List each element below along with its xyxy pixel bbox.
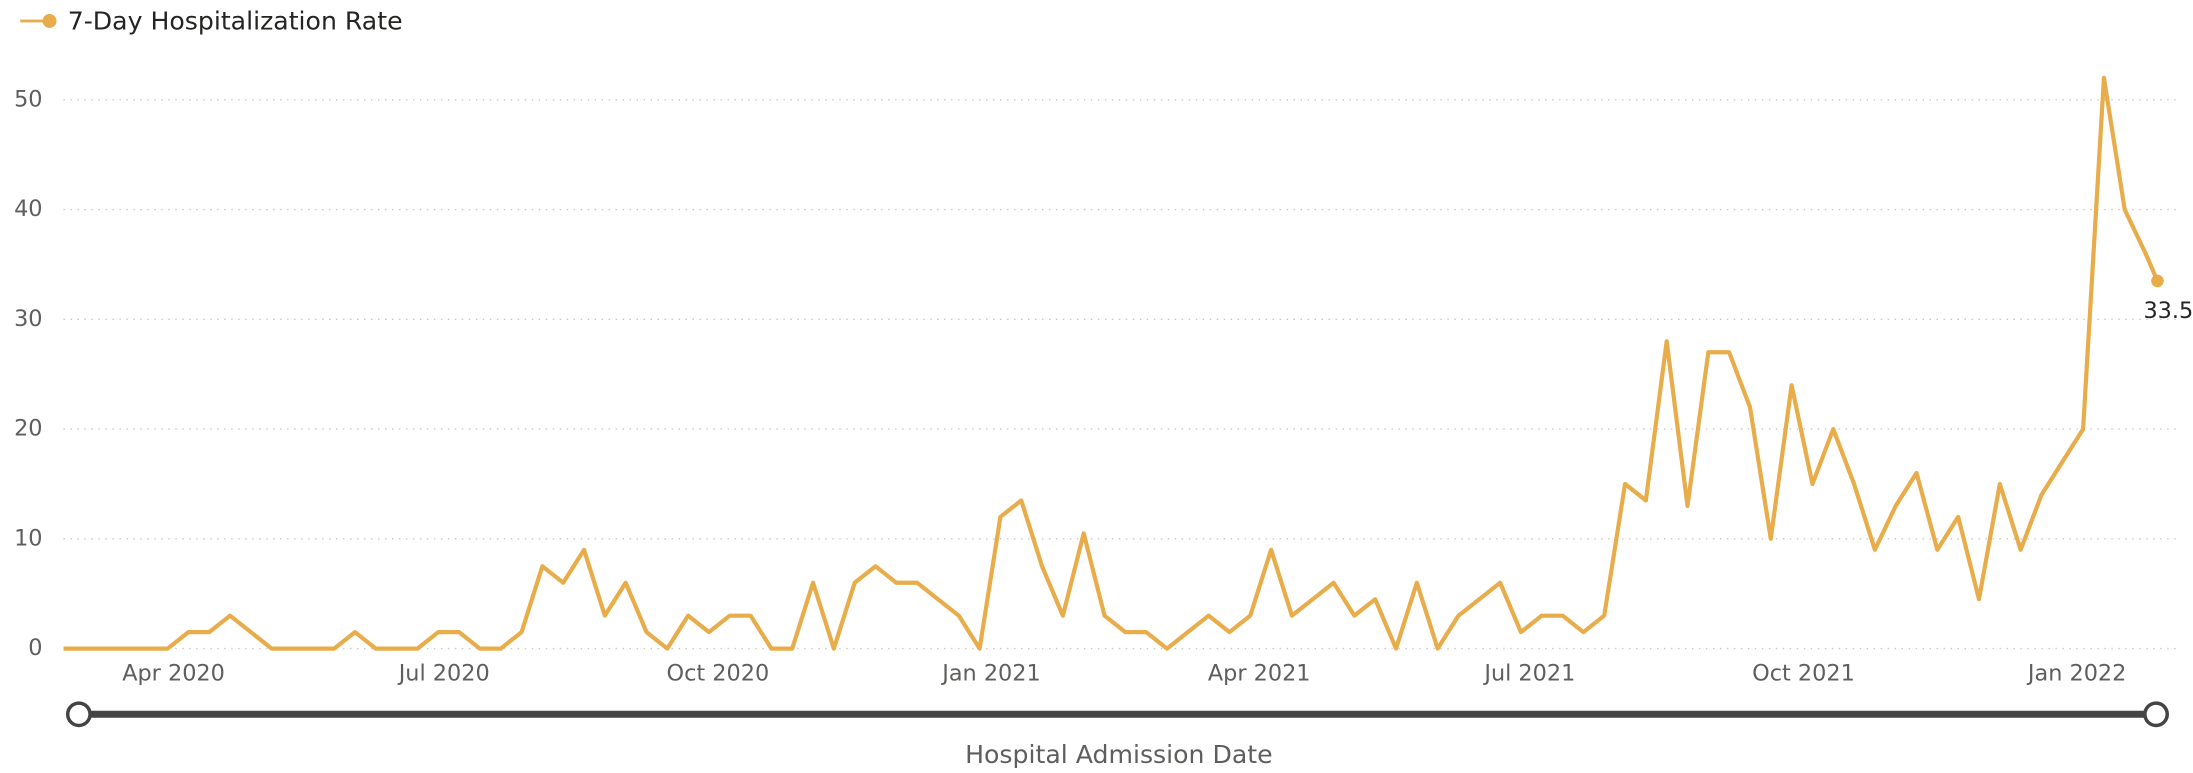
slider-handle[interactable] bbox=[2143, 701, 2169, 728]
data-label: 33.5 bbox=[2143, 298, 2193, 324]
x-tick-label: Jan 2021 bbox=[940, 660, 1040, 686]
y-tick-label: 40 bbox=[14, 196, 42, 222]
range-slider[interactable] bbox=[65, 701, 2169, 728]
y-tick-label: 10 bbox=[14, 525, 42, 551]
legend: 7-Day Hospitalization Rate bbox=[20, 6, 403, 35]
legend-label: 7-Day Hospitalization Rate bbox=[68, 6, 403, 35]
x-tick-label: Apr 2021 bbox=[1208, 660, 1311, 686]
x-tick-label: Jul 2021 bbox=[1482, 660, 1575, 686]
x-tick-label: Oct 2020 bbox=[667, 660, 770, 686]
x-tick-label: Jul 2020 bbox=[397, 660, 490, 686]
end-marker bbox=[2151, 274, 2164, 288]
y-tick-label: 20 bbox=[14, 416, 42, 442]
y-tick-label: 0 bbox=[28, 635, 42, 661]
x-tick-label: Apr 2020 bbox=[122, 660, 225, 686]
y-tick-label: 50 bbox=[14, 86, 42, 112]
legend-marker bbox=[42, 13, 57, 28]
x-tick-label: Jan 2022 bbox=[2026, 660, 2126, 686]
y-tick-label: 30 bbox=[14, 306, 42, 332]
slider-handle[interactable] bbox=[65, 701, 92, 728]
x-tick-label: Oct 2021 bbox=[1752, 660, 1855, 686]
x-axis-title: Hospital Admission Date bbox=[965, 740, 1273, 769]
series-line bbox=[63, 75, 2160, 651]
